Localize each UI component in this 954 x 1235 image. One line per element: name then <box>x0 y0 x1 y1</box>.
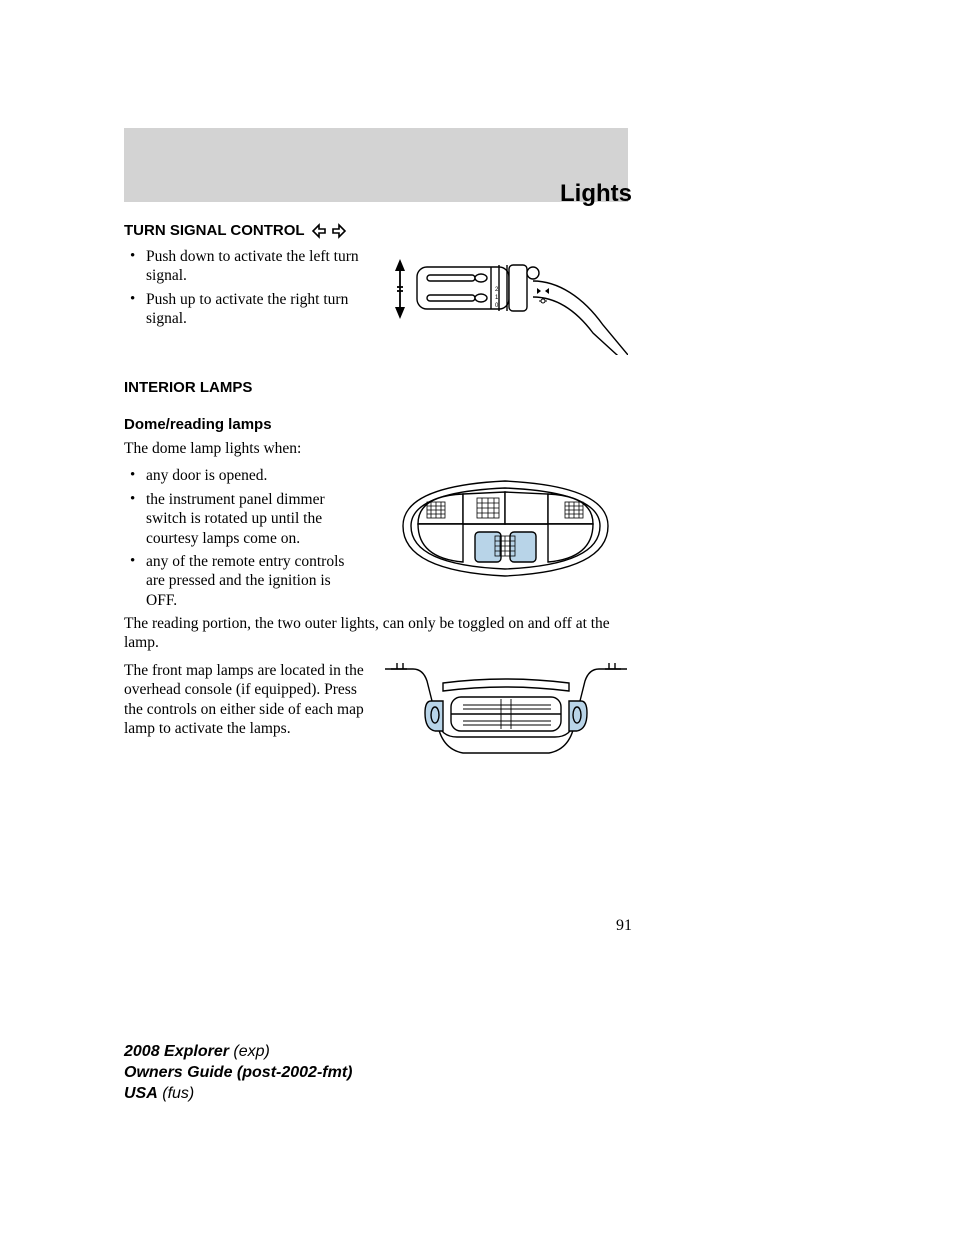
list-item: any of the remote entry controls are pre… <box>124 552 365 610</box>
footer-model: 2008 Explorer <box>124 1043 229 1060</box>
page-container: Lights TURN SIGNAL CONTROL Push down to … <box>0 0 954 1235</box>
turn-signal-text-col: Push down to activate the left turn sign… <box>124 247 365 355</box>
content-area: TURN SIGNAL CONTROL Push down to activat… <box>124 222 628 761</box>
dome-lamp-diagram <box>383 466 628 614</box>
footer-guide: Owners Guide (post-2002-fmt) <box>124 1064 352 1081</box>
interior-lamps-heading-text: INTERIOR LAMPS <box>124 379 252 396</box>
map-lamp-row: The front map lamps are located in the o… <box>124 661 628 761</box>
dome-text-col: any door is opened. the instrument panel… <box>124 466 365 614</box>
list-item: Push down to activate the left turn sign… <box>124 247 365 286</box>
footer: 2008 Explorer (exp) Owners Guide (post-2… <box>124 1042 352 1104</box>
list-item: Push up to activate the right turn signa… <box>124 290 365 329</box>
section-heading-turn-signal: TURN SIGNAL CONTROL <box>124 222 628 239</box>
turn-signal-bullets: Push down to activate the left turn sign… <box>124 247 365 329</box>
turn-signal-arrows-icon <box>311 223 347 239</box>
footer-region: USA <box>124 1085 158 1102</box>
dome-intro: The dome lamp lights when: <box>124 439 628 458</box>
header-band <box>124 128 628 202</box>
list-item: any door is opened. <box>124 466 365 485</box>
turn-signal-row: Push down to activate the left turn sign… <box>124 247 628 355</box>
footer-line-3: USA (fus) <box>124 1084 352 1105</box>
footer-region-code: (fus) <box>162 1085 194 1102</box>
footer-line-2: Owners Guide (post-2002-fmt) <box>124 1063 352 1084</box>
sub-heading-dome: Dome/reading lamps <box>124 416 628 433</box>
dome-after-para: The reading portion, the two outer light… <box>124 614 628 653</box>
dome-bullets: any door is opened. the instrument panel… <box>124 466 365 610</box>
map-lamp-para: The front map lamps are located in the o… <box>124 661 365 739</box>
page-title: Lights <box>560 180 632 208</box>
dome-row: any door is opened. the instrument panel… <box>124 466 628 614</box>
turn-signal-diagram: 0 1 2 <box>383 247 628 355</box>
turn-signal-heading-text: TURN SIGNAL CONTROL <box>124 222 305 239</box>
map-lamp-diagram <box>383 661 628 761</box>
page-number: 91 <box>616 917 632 935</box>
section-heading-interior-lamps: INTERIOR LAMPS <box>124 379 628 396</box>
footer-model-code: (exp) <box>233 1043 269 1060</box>
map-lamp-text-col: The front map lamps are located in the o… <box>124 661 365 761</box>
footer-line-1: 2008 Explorer (exp) <box>124 1042 352 1063</box>
list-item: the instrument panel dimmer switch is ro… <box>124 490 365 548</box>
